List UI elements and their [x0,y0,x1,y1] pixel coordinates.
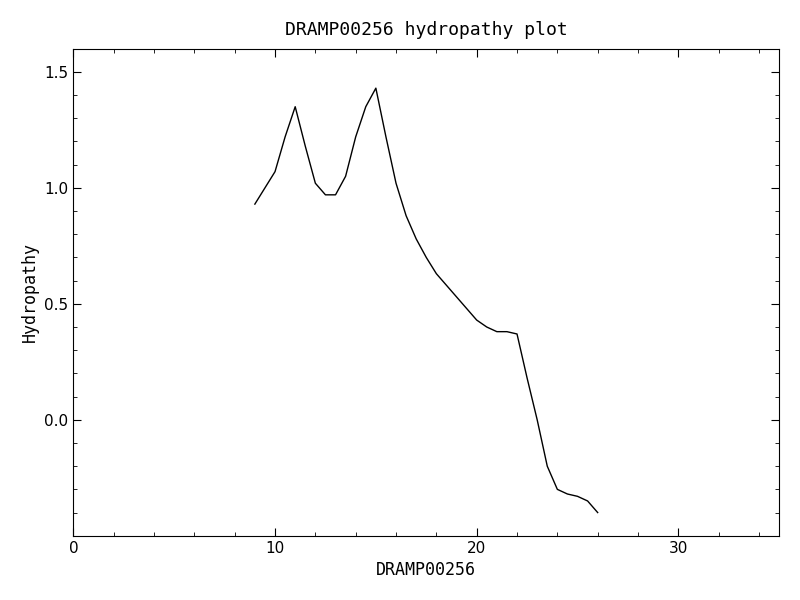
Title: DRAMP00256 hydropathy plot: DRAMP00256 hydropathy plot [285,21,568,39]
Y-axis label: Hydropathy: Hydropathy [21,242,39,342]
X-axis label: DRAMP00256: DRAMP00256 [376,561,476,579]
